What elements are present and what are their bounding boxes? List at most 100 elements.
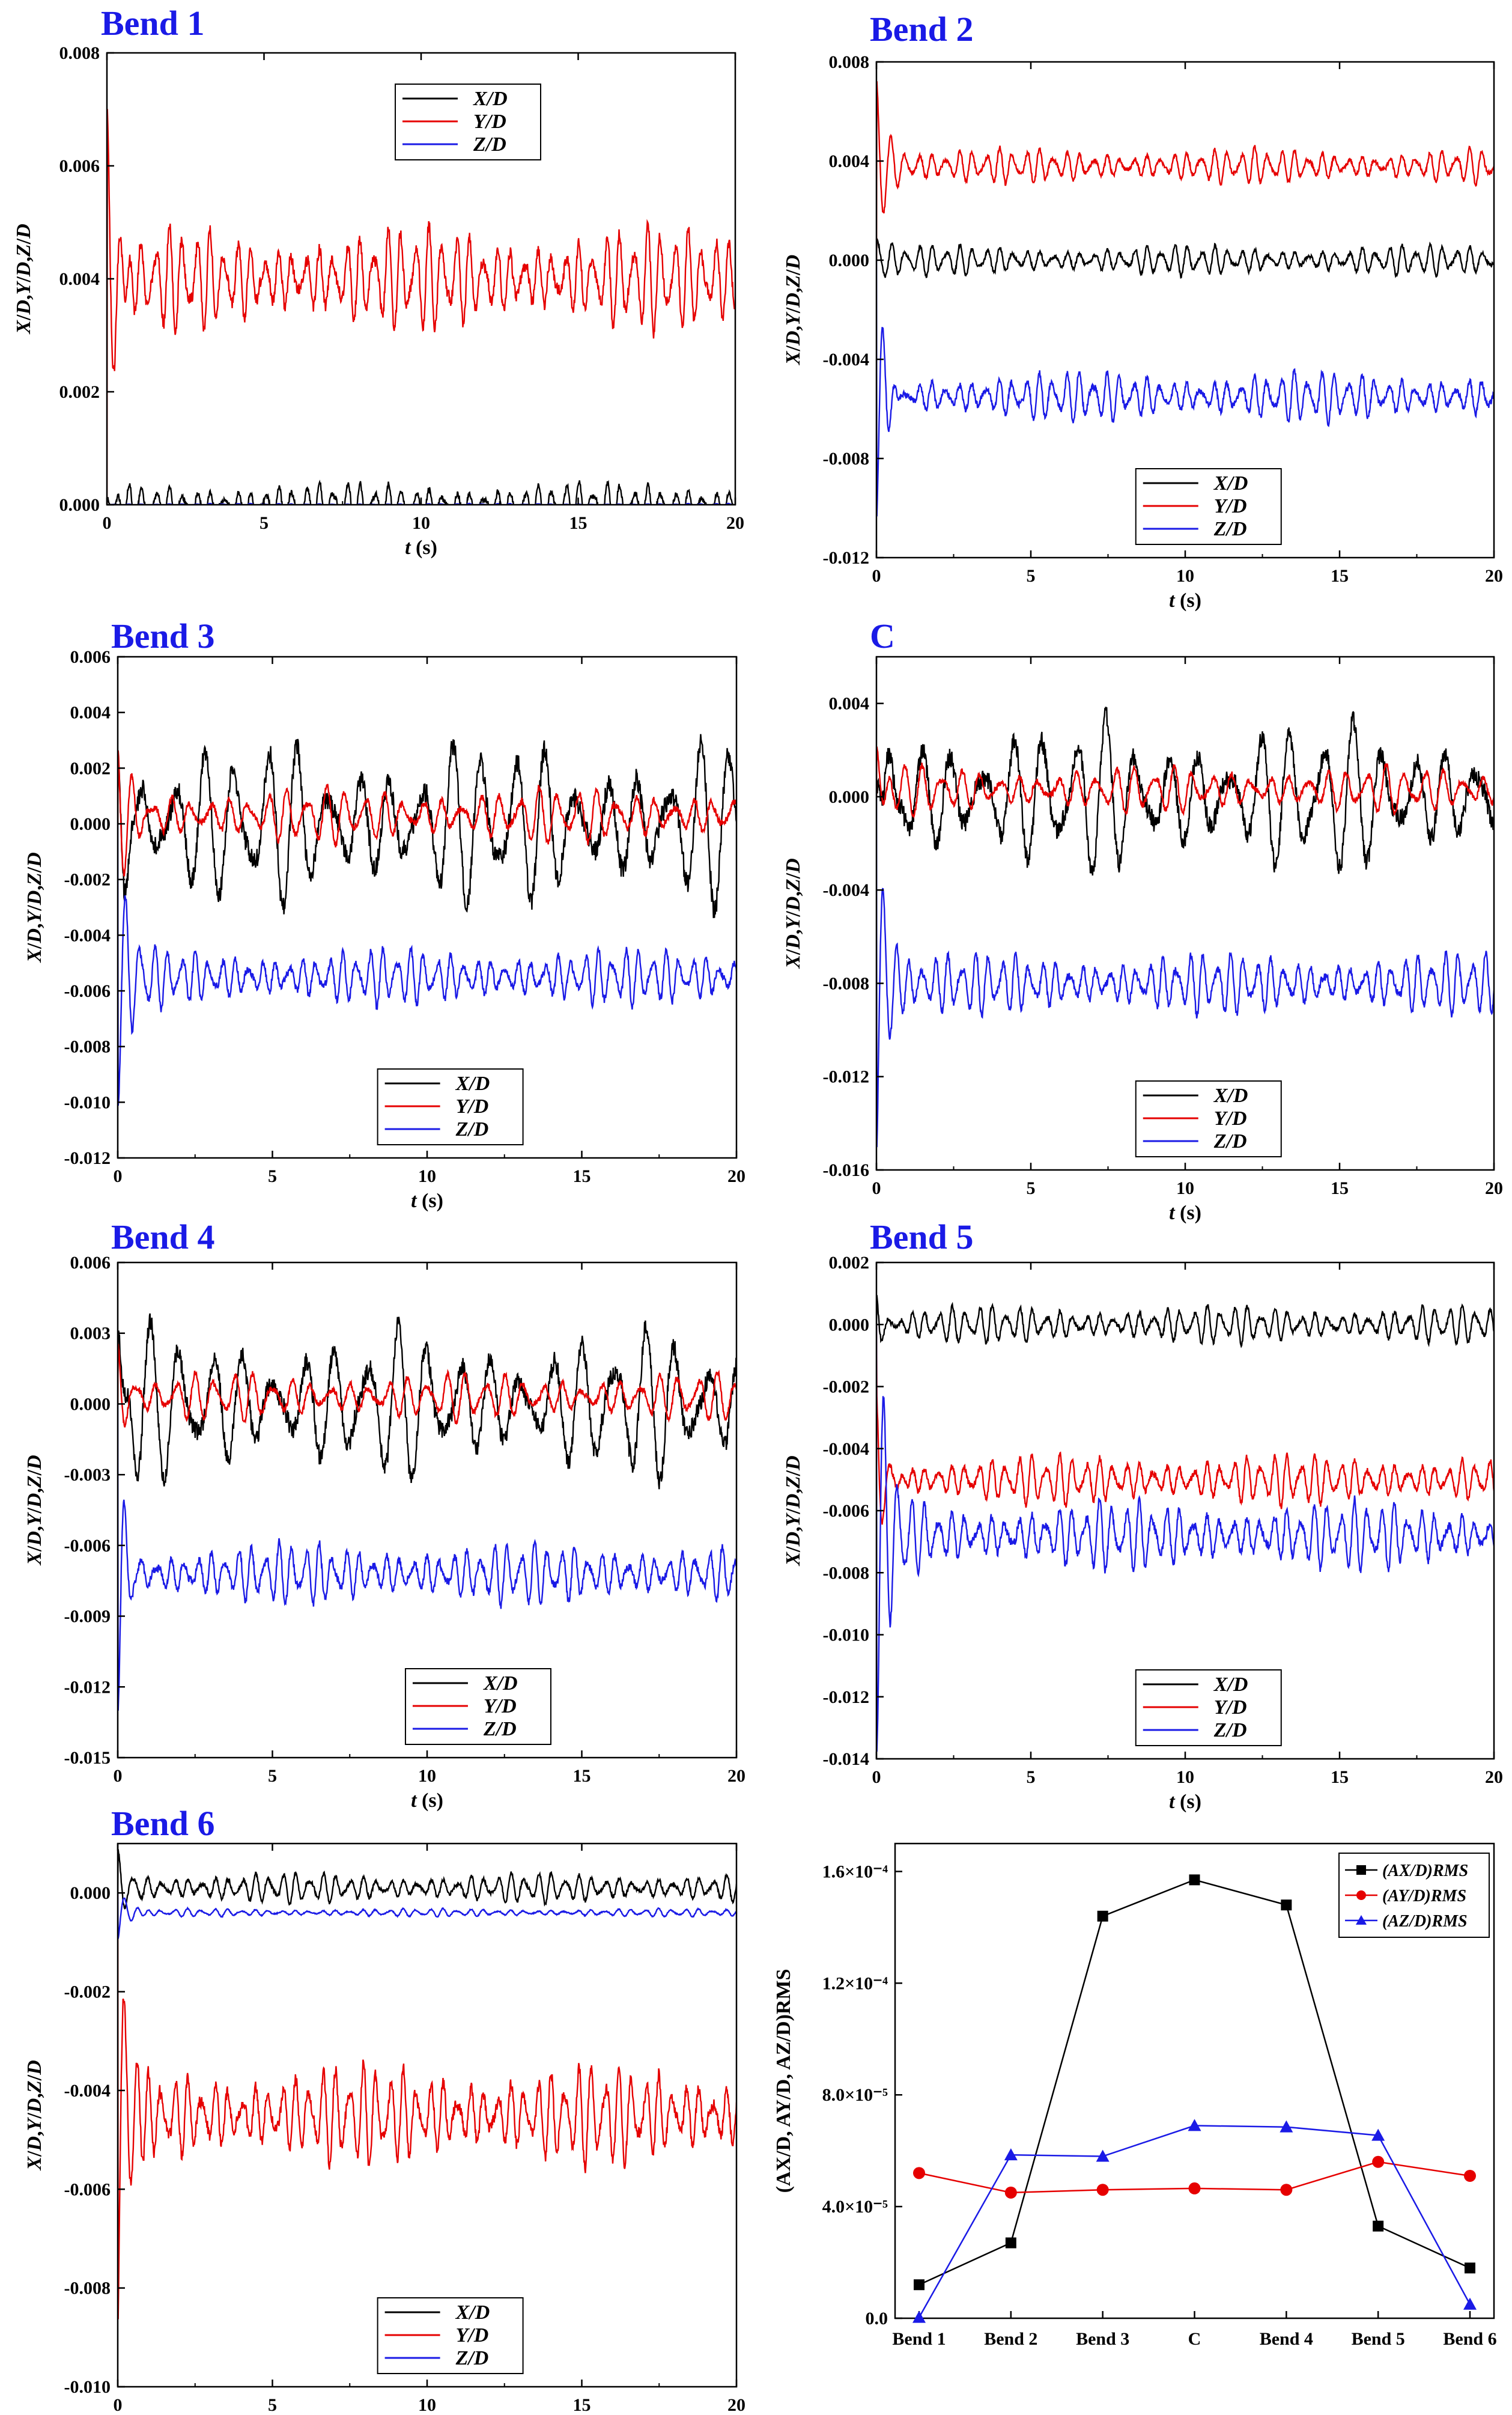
rms-point-square bbox=[914, 2279, 925, 2291]
rms-point-circle bbox=[1372, 2155, 1385, 2168]
x-tick-label: 15 bbox=[573, 1766, 591, 1786]
legend-label: Z/D bbox=[1213, 1719, 1247, 1741]
x-tick-label: 10 bbox=[418, 1166, 436, 1186]
y-tick-label: -0.004 bbox=[823, 350, 870, 370]
chart-bend-5: Bend 5 0 5 10 15 20 -0.014 -0.012 -0.010 -0.008 -0… bbox=[782, 1217, 1503, 1813]
legend-label: Y/D bbox=[456, 2324, 489, 2346]
chart-bend-4: Bend 4 0 5 10 15 20 -0.015 -0.012 -0.009 -0.006 -0… bbox=[23, 1217, 745, 1812]
y-tick-label: -0.008 bbox=[64, 2279, 111, 2298]
series-line-xd bbox=[876, 707, 1494, 876]
x-tick-label: 20 bbox=[1485, 1178, 1503, 1198]
x-tick-label: 5 bbox=[268, 1166, 277, 1186]
x-tick-label: 0 bbox=[872, 1178, 881, 1198]
y-tick-label: 1.6×10⁻⁴ bbox=[822, 1862, 888, 1881]
y-tick-label: -0.006 bbox=[64, 2179, 111, 2199]
x-tick-label: 15 bbox=[573, 2395, 591, 2415]
y-axis-label: (AX/D, AY/D, AZ/D)RMS bbox=[773, 1969, 795, 2193]
legend-label: Y/D bbox=[1214, 495, 1247, 517]
rms-point-triangle bbox=[912, 2310, 926, 2323]
x-tick-label: 20 bbox=[727, 1166, 745, 1186]
x-tick-label: 10 bbox=[418, 2395, 436, 2415]
y-tick-label: 0.000 bbox=[829, 251, 870, 270]
x-tick-label: 20 bbox=[1485, 1767, 1503, 1787]
series-line-yd bbox=[876, 746, 1494, 819]
y-tick-label: 0.004 bbox=[59, 269, 100, 289]
y-tick-label: -0.006 bbox=[64, 1536, 111, 1556]
x-tick-label: 15 bbox=[573, 1166, 591, 1186]
series-line-xd bbox=[118, 1313, 736, 1490]
legend-label: (AX/D)RMS bbox=[1382, 1862, 1468, 1880]
x-category-label: Bend 4 bbox=[1260, 2329, 1313, 2349]
y-tick-label: -0.010 bbox=[823, 1625, 870, 1645]
y-tick-label: -0.004 bbox=[64, 2081, 111, 2101]
chart-c: C 0 5 10 15 20 -0.016 -0.012 -0.008 -0.004 0.000 0.… bbox=[782, 617, 1503, 1224]
series-line-yd bbox=[118, 1344, 736, 1428]
y-tick-label: -0.003 bbox=[64, 1465, 111, 1485]
x-tick-label: 0 bbox=[103, 513, 112, 533]
x-tick-label: 10 bbox=[1176, 566, 1194, 586]
y-tick-label: -0.012 bbox=[64, 1677, 111, 1697]
y-tick-label: 0.004 bbox=[829, 694, 870, 714]
rms-point-triangle bbox=[1280, 2120, 1293, 2133]
chart-bend-3: Bend 3 0 5 10 15 20 -0.012 -0.010 -0.008 -0.006 -0… bbox=[23, 617, 745, 1212]
series-line-yd bbox=[118, 750, 736, 877]
legend: X/DY/DZ/D bbox=[1135, 1669, 1282, 1746]
legend-label: X/D bbox=[1213, 1085, 1248, 1107]
legend-label: X/D bbox=[483, 1672, 518, 1695]
y-tick-label: -0.010 bbox=[64, 2377, 111, 2397]
x-tick-label: 0 bbox=[114, 2395, 123, 2415]
legend-label: (AZ/D)RMS bbox=[1382, 1912, 1468, 1931]
rms-point-triangle bbox=[1004, 2148, 1018, 2161]
chart-title: Bend 5 bbox=[870, 1217, 973, 1256]
y-tick-label: -0.008 bbox=[823, 973, 870, 993]
series-line-xd bbox=[118, 734, 736, 918]
y-tick-label: 0.006 bbox=[59, 156, 100, 176]
legend: X/DY/DZ/D bbox=[1135, 468, 1282, 545]
legend-label: Z/D bbox=[483, 1718, 517, 1740]
x-tick-label: 10 bbox=[1176, 1178, 1194, 1198]
y-tick-label: -0.009 bbox=[64, 1607, 111, 1627]
legend-label: (AY/D)RMS bbox=[1382, 1887, 1466, 1905]
y-tick-label: 0.004 bbox=[70, 703, 111, 723]
y-tick-label: -0.012 bbox=[823, 1687, 870, 1707]
y-tick-label: -0.002 bbox=[64, 1982, 111, 2002]
y-tick-label: 0.000 bbox=[70, 814, 111, 834]
y-tick-label: 0.002 bbox=[70, 758, 111, 778]
x-tick-label: 15 bbox=[1331, 1767, 1349, 1787]
series-line-zd bbox=[118, 1404, 736, 1711]
y-tick-label: 8.0×10⁻⁵ bbox=[822, 2085, 888, 2105]
legend: X/DY/DZ/D bbox=[395, 84, 541, 160]
chart-bend-6: Bend 6 0 5 10 15 20 -0.010 -0.008 -0.006 -0.004 -0… bbox=[23, 1804, 745, 2415]
x-tick-label: 5 bbox=[1027, 1178, 1036, 1198]
y-axis-label: X/D,Y/D,Z/D bbox=[23, 852, 46, 963]
series-line-xd bbox=[876, 1295, 1494, 1348]
x-tick-label: 10 bbox=[1176, 1767, 1194, 1787]
rms-series-line bbox=[918, 1879, 1471, 2286]
x-category-label: Bend 6 bbox=[1443, 2329, 1496, 2349]
y-tick-label: -0.012 bbox=[823, 548, 870, 568]
rms-point-square bbox=[1373, 2220, 1384, 2232]
series-line-yd bbox=[107, 109, 735, 505]
rms-point-square bbox=[1097, 1910, 1108, 1922]
y-tick-label: -0.016 bbox=[823, 1160, 870, 1180]
chart-title: Bend 4 bbox=[111, 1217, 214, 1256]
x-category-label: Bend 3 bbox=[1076, 2329, 1129, 2349]
rms-point-square bbox=[1189, 1874, 1200, 1886]
rms-point-circle bbox=[913, 2167, 925, 2179]
x-tick-label: 15 bbox=[569, 513, 587, 533]
x-tick-label: 0 bbox=[114, 1166, 123, 1186]
x-tick-label: 0 bbox=[872, 566, 881, 586]
chart-title: Bend 1 bbox=[101, 4, 204, 43]
legend-label: Y/D bbox=[456, 1095, 489, 1118]
chart-bend-1: Bend 1 0 5 10 15 20 0.000 0.002 0.004 0.006 0.008 t… bbox=[13, 4, 744, 559]
legend-label: X/D bbox=[1213, 1673, 1248, 1696]
rms-point-square bbox=[1465, 2262, 1475, 2274]
x-tick-label: 20 bbox=[1485, 566, 1503, 586]
legend-label: Y/D bbox=[1214, 1107, 1247, 1130]
y-tick-label: -0.004 bbox=[823, 1439, 870, 1459]
rms-point-circle bbox=[1464, 2170, 1476, 2182]
y-tick-label: -0.002 bbox=[823, 1377, 870, 1397]
chart-title: C bbox=[870, 617, 895, 656]
y-tick-label: -0.014 bbox=[823, 1749, 870, 1769]
